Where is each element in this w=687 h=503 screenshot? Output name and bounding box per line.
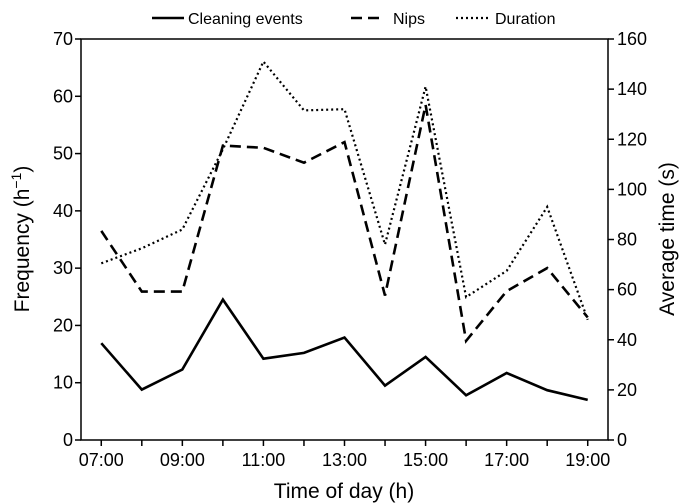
y-axis-left-title-main: Frequency (h bbox=[11, 189, 34, 313]
y-right-tick-label: 40 bbox=[617, 330, 637, 350]
x-tick-label: 13:00 bbox=[322, 450, 367, 470]
y-right-tick-label: 80 bbox=[617, 230, 637, 250]
y-left-tick-label: 50 bbox=[53, 144, 73, 164]
legend-label-cleaning-events: Cleaning events bbox=[188, 11, 303, 28]
x-tick-label: 11:00 bbox=[242, 450, 286, 470]
legend-label-nips: Nips bbox=[393, 11, 425, 28]
x-tick-label: 07:00 bbox=[79, 450, 124, 470]
x-tick-label: 15:00 bbox=[403, 450, 448, 470]
series-line-cleaning-events bbox=[100, 297, 589, 402]
series-lines bbox=[100, 59, 589, 402]
x-axis-title: Time of day (h) bbox=[274, 480, 414, 503]
y-right-tick-label: 100 bbox=[617, 179, 647, 199]
series-line-duration bbox=[100, 59, 589, 321]
y-right-tick-label: 120 bbox=[617, 129, 647, 149]
y-axis-right-title: Average time (s) bbox=[656, 162, 679, 316]
legend-label-duration: Duration bbox=[495, 11, 555, 28]
x-axis: 07:00 09:00 11:00 13:00 15:00 17:00 19:00 bbox=[79, 440, 610, 470]
y-left-tick-label: 0 bbox=[63, 430, 73, 450]
x-tick-label: 09:00 bbox=[160, 450, 205, 470]
y-right-tick-label: 20 bbox=[617, 380, 637, 400]
y-left-tick-label: 60 bbox=[53, 86, 73, 106]
legend: Cleaning events Nips Duration bbox=[152, 11, 555, 28]
y-left-tick-label: 70 bbox=[53, 29, 73, 49]
series-line-nips bbox=[100, 104, 589, 344]
y-right-tick-label: 0 bbox=[617, 430, 627, 450]
y-right-tick-label: 140 bbox=[617, 79, 647, 99]
y-axis-left-title: Frequency (h−1) bbox=[8, 166, 34, 313]
y-axis-right: 0 20 40 60 80 100 120 140 160 bbox=[608, 29, 647, 450]
y-right-tick-label: 160 bbox=[617, 29, 647, 49]
x-tick-label: 19:00 bbox=[565, 450, 610, 470]
y-axis-left: 0 10 20 30 40 50 60 70 bbox=[53, 29, 81, 450]
x-tick-label: 17:00 bbox=[484, 450, 529, 470]
y-left-tick-label: 20 bbox=[53, 315, 73, 335]
y-axis-left-title-superscript: −1 bbox=[8, 172, 24, 188]
y-right-tick-label: 60 bbox=[617, 280, 637, 300]
y-axis-left-title-end: ) bbox=[11, 166, 34, 173]
y-left-tick-label: 40 bbox=[53, 201, 73, 221]
y-left-tick-label: 10 bbox=[53, 373, 73, 393]
y-left-tick-label: 30 bbox=[53, 258, 73, 278]
